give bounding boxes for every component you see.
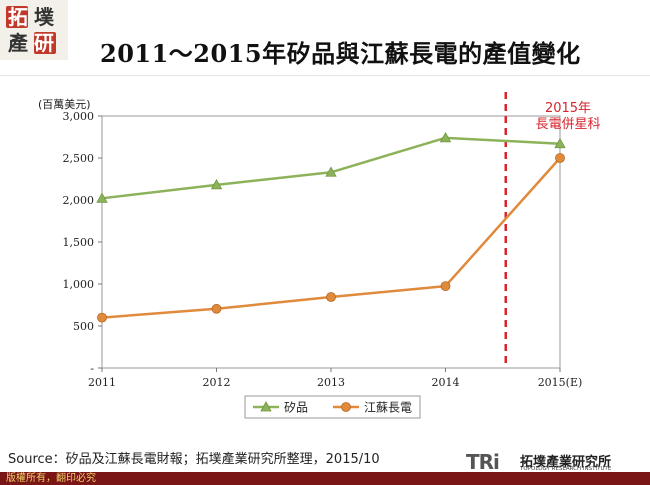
brand-name-zh: 拓墣產業研究所: [520, 455, 612, 470]
legend-marker-circle: [341, 402, 351, 412]
legend-label: 矽品: [284, 400, 308, 415]
data-point-circle: [440, 281, 451, 292]
x-tick-label: 2011: [88, 376, 116, 389]
y-tick-label: 2,000: [63, 194, 95, 207]
data-point-triangle: [554, 137, 566, 149]
data-point-circle: [326, 292, 336, 302]
x-tick-label: 2015(E): [538, 376, 583, 389]
data-point-circle: [555, 153, 565, 163]
brand-name-en: TOPOLOGY RESEARCH INSTITUTE: [520, 466, 612, 472]
logo-char-3: 產: [8, 31, 28, 55]
y-axis-label: (百萬美元): [38, 98, 91, 111]
logo-seal-1: [6, 6, 28, 28]
y-tick-label: 3,000: [63, 110, 95, 123]
logo-char-4: 研: [34, 31, 54, 55]
logo-char-1: 拓: [8, 5, 28, 29]
annotation-label: 2015年: [545, 101, 591, 116]
data-point-triangle: [96, 192, 108, 203]
brand-logo-mark: TRi: [466, 450, 500, 474]
page-title: 2011～2015年矽品與江蘇長電的產值變化: [100, 39, 581, 68]
legend-marker-triangle: [260, 401, 272, 412]
brand-logo-topleft: 拓 墣 產 研: [0, 0, 68, 60]
plot-area: [101, 115, 561, 369]
annotation-label: 長電併星科: [535, 117, 600, 132]
y-tick-label: 1,000: [63, 278, 95, 291]
source-note: Source：矽品及江蘇長電財報；拓墣產業研究所整理，2015/10: [8, 452, 380, 467]
line-chart: - 500 1,000 1,500 2,000 2,500 3,000(百萬美元) 2011 2…: [38, 92, 601, 419]
copyright-bar: 版權所有，翻印必究: [0, 472, 650, 485]
legend-box: [244, 395, 421, 419]
logo-char-2: 墣: [34, 5, 54, 29]
x-tick-label: 2012: [203, 376, 231, 389]
y-tick-label: -: [90, 362, 94, 375]
legend-label: 江蘇長電: [364, 401, 412, 415]
brand-logo-bottomright: TRi 拓墣產業研究所 TOPOLOGY RESEARCH INSTITUTE: [466, 450, 646, 474]
data-point-circle: [211, 303, 222, 314]
y-tick-label: 2,500: [63, 152, 95, 165]
data-point-circle: [97, 312, 107, 323]
y-tick-label: 500: [73, 320, 94, 333]
y-tick-label: 1,500: [63, 236, 95, 249]
x-tick-label: 2014: [432, 376, 460, 389]
x-tick-label: 2013: [317, 376, 345, 389]
data-point-triangle: [439, 132, 452, 143]
data-point-triangle: [210, 179, 223, 190]
title-divider: [0, 75, 650, 76]
logo-seal-2: [34, 32, 56, 54]
data-point-triangle: [325, 166, 337, 177]
